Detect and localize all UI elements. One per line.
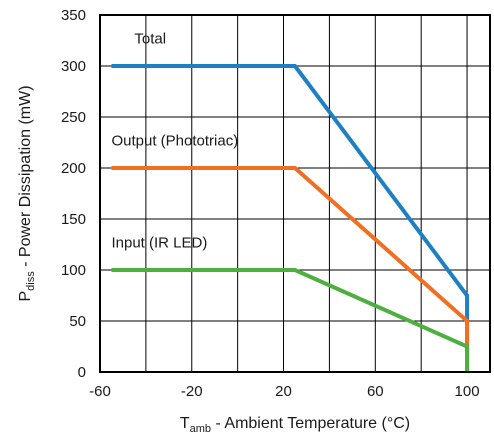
series-lines	[111, 64, 470, 372]
x-tick-label: 20	[275, 383, 292, 400]
y-tick-label: 0	[78, 364, 86, 381]
y-tick-label: 350	[61, 7, 86, 24]
x-tick-label: -60	[89, 383, 111, 400]
series-annotation: Output (Phototriac)	[111, 133, 238, 150]
x-axis-title-main: T	[180, 415, 190, 432]
annotations: Total Output (Phototriac) Input (IR LED)	[111, 31, 238, 252]
x-tick-label: 100	[455, 383, 480, 400]
y-tick-label: 250	[61, 109, 86, 126]
series-annotation: Input (IR LED)	[111, 235, 207, 252]
y-tick-label: 50	[69, 313, 86, 330]
y-tick-label: 300	[61, 58, 86, 75]
x-tick-labels: -60 -20 20 60 100	[89, 383, 479, 400]
y-axis-title: Pdiss - Power Dissipation (mW)	[17, 85, 37, 301]
x-axis-title-rest: - Ambient Temperature (°C)	[211, 415, 410, 432]
series-annotation: Total	[134, 31, 166, 48]
y-axis-title-sub: diss	[25, 271, 37, 291]
y-tick-label: 100	[61, 262, 86, 279]
y-tick-label: 200	[61, 160, 86, 177]
y-axis-title-rest: - Power Dissipation (mW)	[17, 85, 34, 271]
x-axis-title: Tamb - Ambient Temperature (°C)	[180, 415, 410, 435]
x-tick-label: -20	[181, 383, 203, 400]
x-tick-label: 60	[367, 383, 384, 400]
y-tick-label: 150	[61, 211, 86, 228]
y-tick-labels: 0 50 100 150 200 250 300 350	[61, 7, 86, 381]
x-axis-title-sub: amb	[190, 423, 211, 435]
y-axis-title-main: P	[17, 291, 34, 302]
series-line	[111, 268, 470, 372]
plot-frame	[99, 14, 491, 373]
